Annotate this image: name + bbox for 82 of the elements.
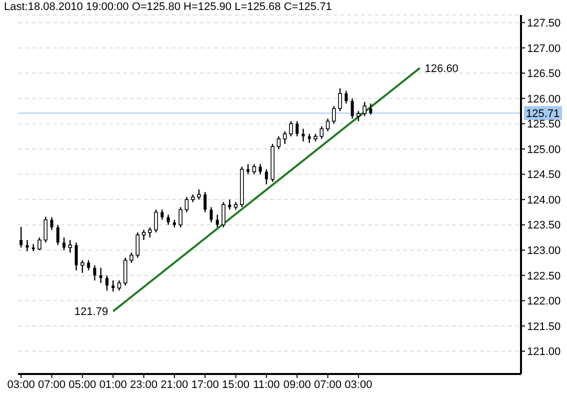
candlestick	[32, 243, 35, 252]
candlestick	[105, 274, 108, 292]
candlestick	[276, 136, 281, 150]
chart-title: Last:18.08.2010 19:00:00 O=125.80 H=125.90 L=125.68 C=125.71	[4, 0, 332, 14]
annotation: 121.79	[74, 306, 108, 318]
y-tick-label: 124.50	[527, 169, 561, 182]
ref-line-label: 125.71	[526, 108, 560, 120]
candlestick	[320, 126, 324, 140]
x-tick-label: 23:00	[130, 378, 158, 391]
candlestick	[369, 102, 372, 116]
y-tick-label: 124.00	[527, 194, 561, 206]
y-tick-label: 122.50	[527, 270, 561, 282]
candlestick	[216, 214, 219, 228]
candlestick	[68, 239, 72, 254]
annotation: 126.60	[424, 62, 458, 75]
y-tick-label: 127.00	[527, 42, 561, 55]
candlestick	[204, 191, 207, 213]
candlestick	[210, 206, 213, 223]
y-tick-label: 121.50	[527, 320, 561, 333]
x-tick-label: 07:00	[314, 378, 342, 391]
candlestick	[344, 90, 348, 104]
candlestick	[338, 88, 342, 112]
candlestick	[50, 216, 54, 230]
y-tick-label: 126.00	[527, 93, 561, 106]
candlestick	[130, 252, 134, 264]
candlestick	[178, 206, 182, 228]
y-tick-label: 121.00	[527, 346, 561, 358]
x-tick-label: 07:00	[38, 378, 66, 391]
candlestick	[302, 128, 305, 142]
candlestick	[112, 280, 115, 292]
candlestick	[246, 164, 250, 175]
x-tick-label: 03:00	[7, 378, 35, 391]
candlestick	[123, 257, 128, 286]
candlestick	[20, 226, 23, 248]
x-tick-label: 05:00	[68, 378, 96, 391]
candlestick	[80, 260, 84, 274]
y-tick-label: 122.00	[527, 296, 561, 308]
candlestick	[362, 101, 366, 117]
candlestick	[258, 164, 262, 175]
candlestick	[282, 130, 287, 145]
candlestick	[326, 118, 330, 132]
x-tick-label: 17:00	[191, 378, 219, 391]
candlestick	[62, 236, 66, 251]
y-tick-label: 125.50	[527, 118, 561, 131]
y-tick-label: 126.50	[527, 68, 561, 80]
candlestick	[308, 133, 311, 144]
candlestick	[252, 164, 256, 175]
candlestick	[26, 239, 29, 252]
candlestick	[332, 105, 336, 124]
candlestick	[184, 196, 189, 213]
y-tick-label: 125.00	[527, 144, 561, 156]
candlestick	[166, 214, 170, 226]
candlestick	[296, 120, 299, 137]
y-tick-label: 127.50	[527, 17, 561, 30]
candlestick	[93, 264, 96, 282]
y-tick-label: 123.00	[527, 245, 561, 258]
candlestick	[99, 267, 102, 284]
candlestick	[117, 280, 122, 292]
candlestick	[154, 209, 158, 234]
x-tick-label: 01:00	[99, 378, 127, 391]
candlestick	[197, 188, 201, 200]
candlestick	[222, 201, 226, 228]
candlestick	[142, 229, 146, 241]
x-tick-label: 15:00	[222, 378, 250, 391]
candlestick	[44, 216, 48, 244]
candlestick	[160, 209, 164, 220]
y-tick-label: 123.50	[527, 220, 561, 232]
candlestick	[56, 224, 60, 246]
candlestick	[74, 242, 78, 271]
candlestick	[136, 232, 140, 258]
candlestick	[87, 260, 90, 271]
candlestick	[289, 120, 293, 137]
candlestick	[228, 198, 232, 210]
candlestick	[350, 98, 354, 120]
x-tick-label: 09:00	[283, 378, 311, 391]
candlestick	[38, 236, 42, 251]
x-tick-label: 03:00	[344, 378, 372, 391]
x-tick-label: 21:00	[160, 378, 188, 391]
x-tick-label: 11:00	[253, 378, 280, 391]
candlestick	[264, 168, 268, 185]
candlestick	[356, 110, 360, 122]
candlestick	[148, 226, 152, 238]
